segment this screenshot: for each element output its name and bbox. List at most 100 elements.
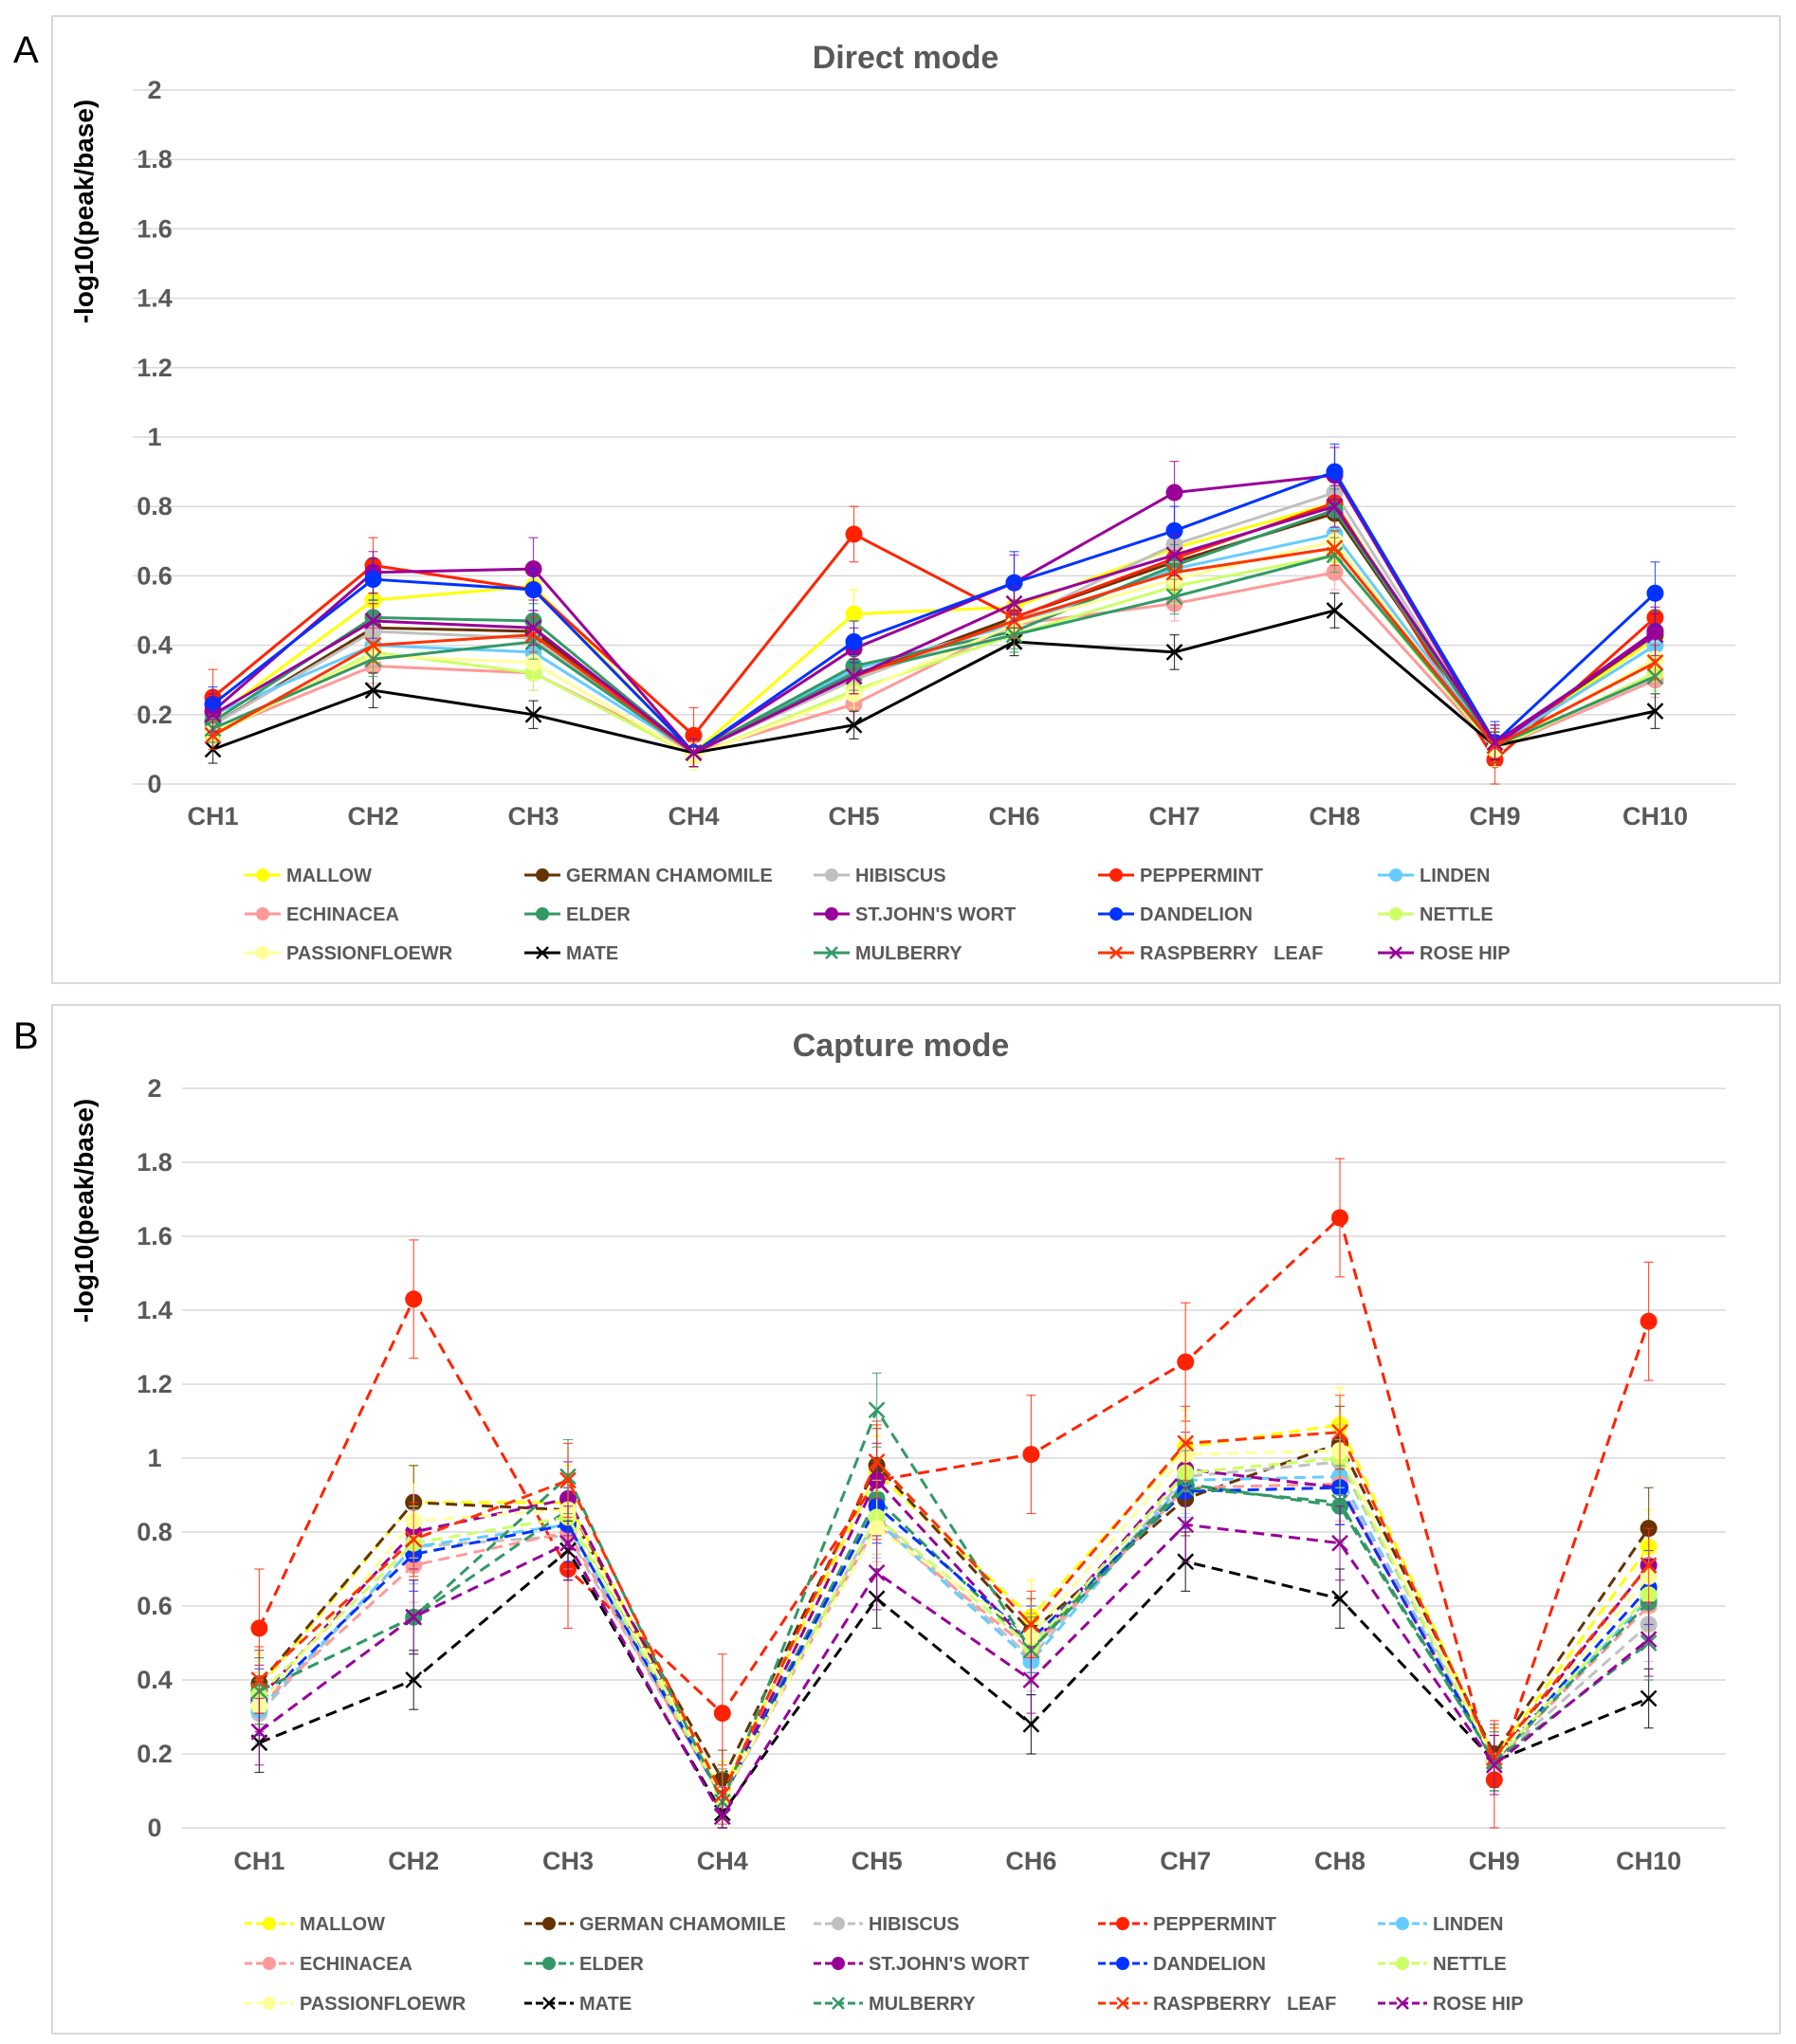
- legend-label: ROSE HIP: [1420, 943, 1511, 964]
- legend-label: RASPBERRY LEAF: [1153, 1994, 1336, 2015]
- legend-marker: [263, 1997, 276, 2010]
- legend: MALLOW GERMAN CHAMOMILE HIBISCUS PEPPERMINT…: [245, 1914, 1524, 2015]
- data-point: [1177, 1516, 1195, 1534]
- chart-title: Capture mode: [793, 1028, 1010, 1064]
- data-point: [845, 667, 863, 685]
- x-tick-label: CH6: [1005, 1847, 1056, 1875]
- data-point: [1646, 626, 1664, 644]
- data-point: [1177, 1434, 1195, 1452]
- data-point: [524, 705, 542, 723]
- legend-marker: [825, 946, 838, 959]
- panel-label: B: [13, 1015, 39, 1057]
- x-tick-label: CH5: [828, 802, 879, 830]
- x-tick-label: CH3: [507, 802, 559, 830]
- data-point: [868, 1453, 886, 1470]
- data-point: [1486, 734, 1504, 751]
- legend-marker: [1389, 907, 1402, 921]
- data-point: [1640, 1557, 1658, 1574]
- data-point: [524, 581, 542, 599]
- legend-marker: [1109, 946, 1123, 959]
- y-tick-label: 1.2: [137, 354, 173, 382]
- data-point: [1326, 602, 1344, 619]
- series-line: [211, 504, 1657, 755]
- series-line: [258, 1482, 1650, 1800]
- panel-frame: [51, 15, 1781, 984]
- data-point: [1646, 584, 1664, 602]
- legend-label: MULBERRY: [869, 1994, 976, 2015]
- legend-marker: [536, 868, 549, 882]
- data-point: [1640, 1689, 1658, 1707]
- data-point: [1331, 1590, 1348, 1608]
- data-point: [1165, 588, 1183, 606]
- data-point: [559, 1471, 577, 1489]
- y-tick-label: 0.6: [137, 561, 173, 590]
- data-point: [250, 1619, 268, 1637]
- y-tick-label: 2: [147, 76, 161, 104]
- legend-label: HIBISCUS: [855, 866, 946, 886]
- legend-marker: [542, 1997, 556, 2010]
- series-line: [258, 1423, 1650, 1793]
- legend-label: GERMAN CHAMOMILE: [566, 866, 773, 886]
- legend-label: DANDELION: [1140, 904, 1253, 925]
- x-axis-ticks: CH1 CH2 CH3 CH4 CH5 CH6 CH7 CH8 CH9 CH10: [233, 1847, 1681, 1875]
- y-tick-label: 1.6: [137, 214, 173, 243]
- x-tick-label: CH5: [852, 1847, 903, 1875]
- data-point: [845, 525, 863, 543]
- legend-label: PASSIONFLOEWR: [300, 1994, 467, 2015]
- x-tick-label: CH10: [1616, 1847, 1681, 1875]
- y-tick-label: 0: [147, 770, 161, 798]
- x-tick-label: CH4: [668, 802, 719, 830]
- series-line: [258, 1486, 1650, 1800]
- legend-marker: [1116, 1957, 1129, 1970]
- panel-direct-mode: A Direct mode -log10(peak/base) 00.20.40…: [13, 15, 1781, 984]
- legend-label: ST.JOHN'S WORT: [869, 1954, 1029, 1975]
- legend-marker: [256, 868, 269, 882]
- data-point: [1646, 654, 1664, 671]
- x-tick-label: CH1: [233, 1847, 284, 1875]
- legend-label: RASPBERRY LEAF: [1140, 943, 1323, 964]
- data-point: [250, 1723, 268, 1741]
- legend-marker: [825, 868, 838, 882]
- y-tick-label: 2: [147, 1074, 161, 1103]
- series-line: [211, 473, 1657, 755]
- y-tick-label: 1.2: [137, 1370, 173, 1398]
- data-point: [1022, 1715, 1040, 1733]
- legend-label: NETTLE: [1420, 904, 1494, 925]
- data-point: [868, 1564, 886, 1581]
- x-tick-label: CH2: [388, 1847, 439, 1875]
- data-point: [1331, 1493, 1348, 1511]
- data-point: [364, 636, 382, 654]
- series-line: [211, 470, 1657, 755]
- legend-marker: [256, 907, 269, 921]
- data-point: [405, 1290, 423, 1308]
- data-point: [405, 1530, 423, 1548]
- data-point: [405, 1608, 423, 1626]
- legend-marker: [1109, 907, 1123, 921]
- legend-marker: [825, 907, 838, 921]
- legend-label: ECHINACEA: [300, 1954, 412, 1975]
- legend-marker: [1396, 1997, 1409, 2010]
- series-rose-hip: [250, 1487, 1658, 1829]
- y-axis-ticks: 0 0.2 0.4 0.6 0.8 1 1.2 1.4 1.6 1.8 2: [137, 1074, 173, 1842]
- data-point: [204, 726, 222, 744]
- y-tick-label: 0.4: [137, 1666, 173, 1694]
- legend-label: DANDELION: [1153, 1954, 1266, 1975]
- series-layer: [204, 443, 1664, 785]
- data-point: [845, 632, 863, 650]
- series-line: [258, 1475, 1650, 1800]
- legend-marker: [263, 1957, 276, 1970]
- x-tick-label: CH2: [347, 802, 398, 830]
- legend-label: MATE: [579, 1994, 632, 2015]
- series-layer: [250, 1158, 1658, 1829]
- data-point: [364, 612, 382, 630]
- legend-marker: [1109, 868, 1123, 882]
- data-point: [1022, 1615, 1040, 1633]
- x-tick-label: CH9: [1469, 1847, 1520, 1875]
- y-tick-label: 1: [147, 1444, 161, 1472]
- y-tick-label: 0.6: [137, 1592, 173, 1620]
- series-line: [258, 1441, 1650, 1781]
- y-axis-label: -log10(peak/base): [69, 1099, 99, 1323]
- legend-label: ROSE HIP: [1433, 1994, 1524, 2015]
- panel-capture-mode: B Capture mode -log10(peak/base) 0 0.2 0.4…: [13, 1004, 1781, 2035]
- legend-label: ELDER: [566, 904, 631, 925]
